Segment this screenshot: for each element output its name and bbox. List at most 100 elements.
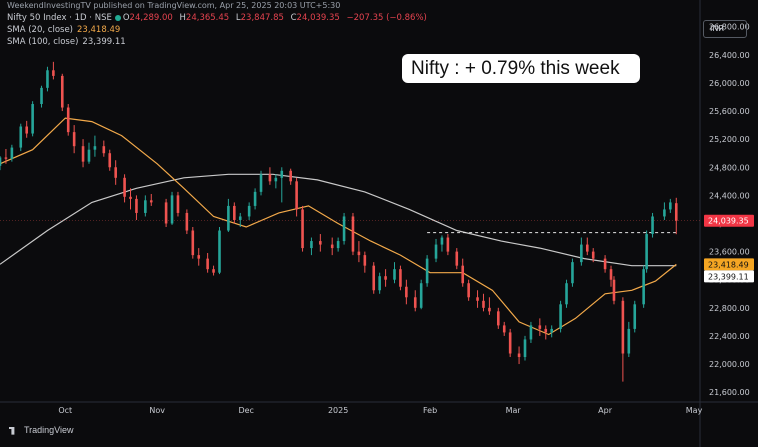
y-tick-label: 25,200.00 xyxy=(709,135,750,144)
candle-body xyxy=(233,205,236,220)
ohlc-change: −207.35 (−0.86%) xyxy=(346,13,427,23)
y-tick-label: 22,000.00 xyxy=(709,360,750,369)
candle-body xyxy=(609,269,613,280)
candle-body xyxy=(476,297,479,301)
candle-body xyxy=(197,255,201,259)
candle-body xyxy=(550,328,553,333)
candle-body xyxy=(517,353,521,358)
candle-body xyxy=(425,258,429,284)
candle-body xyxy=(538,325,542,329)
candle-body xyxy=(455,251,459,266)
candle-body xyxy=(482,300,485,308)
candle-body xyxy=(405,286,408,298)
x-tick-label: Apr xyxy=(598,406,613,415)
currency-button[interactable]: INR xyxy=(703,20,747,38)
candle-body xyxy=(31,104,34,134)
x-tick-label: Mar xyxy=(506,406,522,415)
candle-body xyxy=(66,107,70,133)
candle-body xyxy=(502,325,506,333)
sma20-legend[interactable]: SMA (20, close) 23,418.49 xyxy=(7,25,120,35)
candle-body xyxy=(669,202,672,210)
candle-body xyxy=(627,328,631,354)
symbol-line[interactable]: Nifty 50 Index · 1D · NSE xyxy=(7,13,112,23)
ohlc-low: 23,847.85 xyxy=(240,13,284,23)
ohlc-low-label: L xyxy=(235,13,241,23)
candle-body xyxy=(642,269,645,305)
candle-body xyxy=(591,251,595,259)
candle-body xyxy=(384,276,387,280)
candle-body xyxy=(280,170,284,178)
ohlc-legend: Nifty 50 Index · 1D · NSE O24,289.00 H24,… xyxy=(7,13,427,23)
publisher-line: WeekendInvestingTV published on TradingV… xyxy=(7,1,341,10)
sma20-line xyxy=(0,117,677,336)
sma20-price-tag xyxy=(704,258,754,271)
candle-body xyxy=(571,262,574,284)
candle-body xyxy=(108,153,112,168)
candle-body xyxy=(621,300,625,354)
candle-body xyxy=(10,147,14,159)
candle-body xyxy=(25,126,28,134)
candle-body xyxy=(508,332,512,354)
candle-body xyxy=(363,255,367,266)
weekly-change-callout: Nifty : + 0.79% this week xyxy=(402,54,640,83)
candle-body xyxy=(227,205,230,231)
candle-body xyxy=(467,283,470,298)
y-tick-label: 24,800.00 xyxy=(709,163,750,172)
y-tick-label: 26,400.00 xyxy=(709,51,750,60)
candle-body xyxy=(218,230,221,273)
market-status-icon xyxy=(114,14,121,21)
ohlc-high: 24,365.45 xyxy=(185,13,230,23)
y-tick-label: 21,600.00 xyxy=(709,388,750,397)
candle-body xyxy=(87,149,91,162)
candle-body xyxy=(674,203,678,221)
x-tick-label: May xyxy=(686,406,703,415)
sma100-label: SMA (100, close) xyxy=(7,37,79,47)
sma100-price-label: 23,399.11 xyxy=(708,272,749,281)
x-tick-label: Dec xyxy=(238,406,253,415)
tradingview-watermark[interactable]: TradingView xyxy=(9,425,74,435)
candle-body xyxy=(19,126,23,148)
last-price-tag xyxy=(704,214,754,227)
candle-body xyxy=(114,167,117,178)
candle-body xyxy=(289,170,292,182)
candle-body xyxy=(559,304,562,329)
y-tick-label: 25,600.00 xyxy=(709,107,750,116)
candle-body xyxy=(274,177,278,182)
sma100-legend[interactable]: SMA (100, close) 23,399.11 xyxy=(7,37,126,47)
sma100-value: 23,399.11 xyxy=(82,37,126,47)
candle-body xyxy=(129,196,132,199)
candle-body xyxy=(565,283,568,305)
candle-body xyxy=(419,283,423,308)
y-tick-label: 23,600.00 xyxy=(709,248,750,257)
x-tick-label: 2025 xyxy=(328,406,348,415)
y-tick-label: 26,000.00 xyxy=(709,79,750,88)
y-tick-label: 22,400.00 xyxy=(709,332,750,341)
sma20-price-label: 23,418.49 xyxy=(708,260,749,269)
candle-body xyxy=(342,216,346,242)
candle-body xyxy=(170,195,174,224)
y-tick-label: 24,400.00 xyxy=(709,191,750,200)
candle-body xyxy=(461,265,465,284)
ohlc-high-label: H xyxy=(179,13,186,23)
ohlc-close: 24,039.35 xyxy=(296,13,340,23)
watermark-text: TradingView xyxy=(24,425,74,435)
candle-body xyxy=(529,325,533,340)
candle-body xyxy=(144,200,147,213)
candle-body xyxy=(645,234,648,270)
candle-body xyxy=(440,237,444,245)
candle-body xyxy=(372,265,376,291)
candle-body xyxy=(585,244,589,252)
candle-body xyxy=(46,70,49,88)
candle-body xyxy=(135,198,138,213)
candle-body xyxy=(191,230,195,256)
y-tick-label: 26,800.00 xyxy=(709,23,750,32)
candle-body xyxy=(185,212,189,231)
candle-body xyxy=(123,177,126,197)
candle-body xyxy=(72,132,76,147)
candle-body xyxy=(0,157,2,166)
candle-body xyxy=(378,276,381,291)
candle-body xyxy=(351,216,355,252)
